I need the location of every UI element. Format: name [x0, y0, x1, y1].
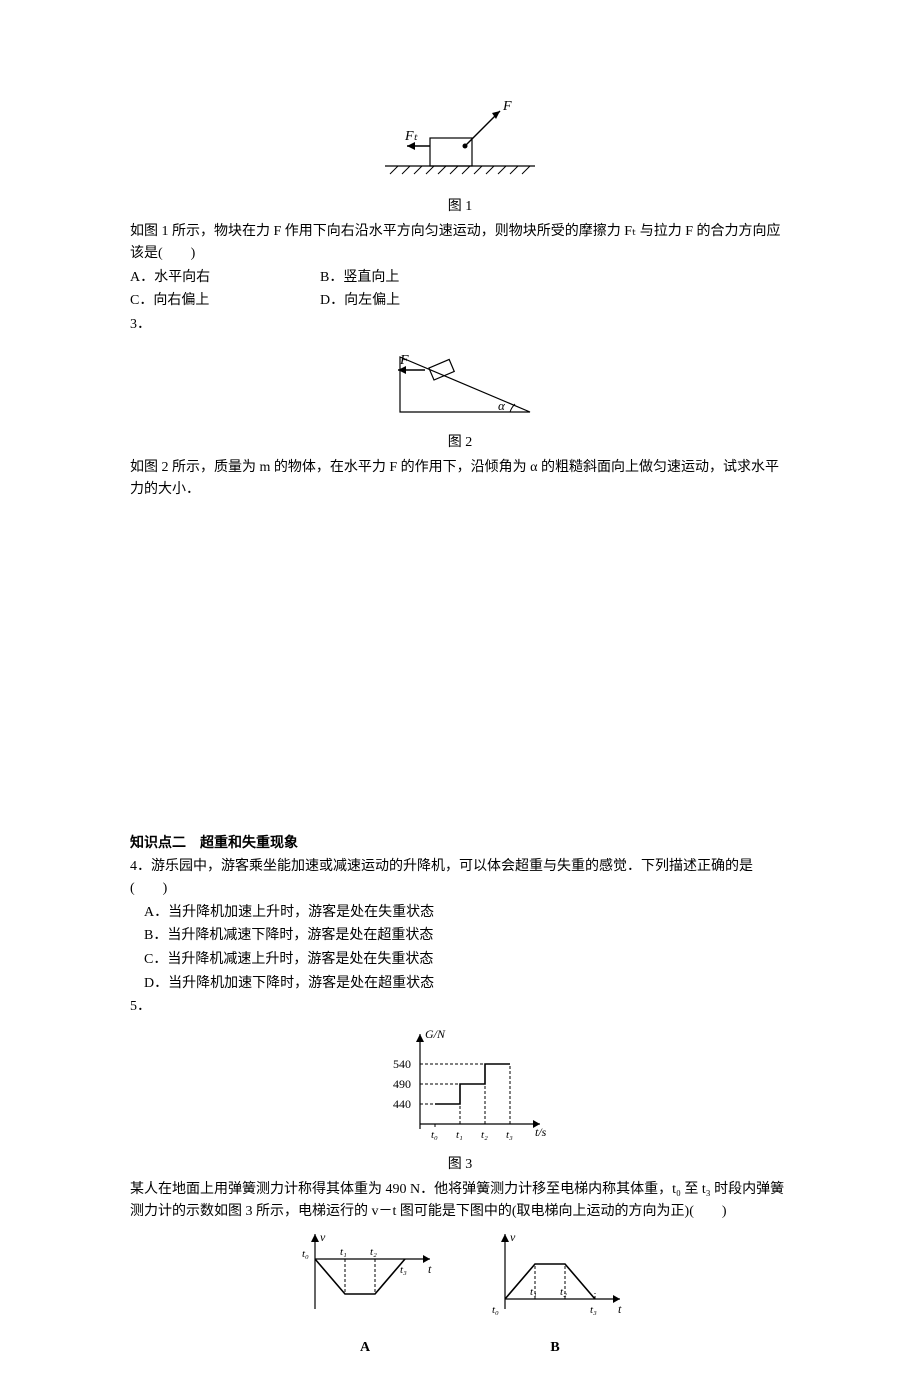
q5-optB-t2: t₂ — [560, 1286, 567, 1298]
q5-optA-ylabel: v — [320, 1230, 326, 1244]
q4-opt-C: C．当升降机减速上升时，游客是处在失重状态 — [130, 949, 790, 971]
q2-opt-A: A．水平向右 — [130, 267, 320, 289]
fig3-ytick-490: 490 — [393, 1077, 411, 1091]
fig3-xtick-t1: t₁ — [456, 1129, 463, 1141]
fig3-xlabel: t/s — [535, 1125, 547, 1139]
q5-optA-xlabel: t — [428, 1262, 432, 1276]
q5-optB-t3: t₃ — [590, 1304, 597, 1316]
q5-optB-label: B — [480, 1337, 630, 1359]
q5-num: 5． — [130, 996, 790, 1018]
fig2-caption: 图 2 — [130, 432, 790, 454]
q5-optB-fig: v t t₀ t₁ t₂ t₃ B — [480, 1229, 630, 1358]
fig1-caption: 图 1 — [130, 196, 790, 218]
fig3-xtick-t3: t₃ — [506, 1129, 513, 1141]
fig3-ylabel: G/N — [425, 1027, 446, 1041]
fig3-ytick-540: 540 — [393, 1057, 411, 1071]
section2-title: 知识点二 超重和失重现象 — [130, 833, 790, 855]
q2-stem: 如图 1 所示，物块在力 F 作用下向右沿水平方向匀速运动，则物块所受的摩擦力 … — [130, 221, 790, 264]
q3-num: 3． — [130, 314, 790, 336]
fig1: F Fₜ — [130, 96, 790, 194]
q5-optA-t3: t₃ — [400, 1264, 407, 1276]
q5-optB-ylabel: v — [510, 1230, 516, 1244]
q5-options-figs: v t t₀ t₁ t₂ t₃ A — [130, 1229, 790, 1358]
q4-opt-B: B．当升降机减速下降时，游客是处在超重状态 — [130, 925, 790, 947]
q5-optA-t0: t₀ — [302, 1248, 309, 1260]
q5-stem: 某人在地面上用弹簧测力计称得其体重为 490 N．他将弹簧测力计移至电梯内称其体… — [130, 1179, 790, 1222]
fig1-Ff-label: Fₜ — [404, 129, 419, 144]
fig2-F-label: F — [399, 353, 409, 368]
q4-opt-D: D．当升降机加速下降时，游客是处在超重状态 — [130, 973, 790, 995]
fig2-svg: α F — [370, 342, 550, 422]
q2-opt-C: C．向右偏上 — [130, 290, 320, 312]
q5-optA-t1: t₁ — [340, 1246, 347, 1258]
q5-optB-t1: t₁ — [530, 1286, 537, 1298]
q2-opt-B: B．竖直向上 — [320, 267, 510, 289]
fig3-svg: G/N t/s 540 490 440 t₀ t₁ t₂ t₃ — [365, 1024, 555, 1144]
q2-opt-D: D．向左偏上 — [320, 290, 510, 312]
fig3-xtick-t0: t₀ — [431, 1129, 438, 1141]
blank-space — [130, 503, 790, 833]
q3-stem: 如图 2 所示，质量为 m 的物体，在水平力 F 的作用下，沿倾角为 α 的粗糙… — [130, 457, 790, 500]
q5-optA-t2: t₂ — [370, 1246, 377, 1258]
q5-optB-t0: t₀ — [492, 1304, 499, 1316]
fig1-F-label: F — [502, 99, 512, 114]
q2-options-row1: A．水平向右 B．竖直向上 — [130, 267, 790, 289]
q5-optA-label: A — [290, 1337, 440, 1359]
q4-opt-A: A．当升降机加速上升时，游客是处在失重状态 — [130, 902, 790, 924]
fig2: α F — [130, 342, 790, 430]
q5-optA-fig: v t t₀ t₁ t₂ t₃ A — [290, 1229, 440, 1358]
fig3: G/N t/s 540 490 440 t₀ t₁ t₂ t₃ — [130, 1024, 790, 1152]
fig1-svg: F Fₜ — [375, 96, 545, 186]
page: F Fₜ 图 1 如图 1 所示，物块在力 F 作用下向右沿水平方向匀速运动，则… — [0, 0, 920, 1398]
q2-options-row2: C．向右偏上 D．向左偏上 — [130, 290, 790, 312]
fig3-xtick-t2: t₂ — [481, 1129, 488, 1141]
fig3-ytick-440: 440 — [393, 1097, 411, 1111]
fig2-alpha-label: α — [498, 398, 506, 413]
fig3-caption: 图 3 — [130, 1154, 790, 1176]
q4-stem: 4．游乐园中，游客乘坐能加速或减速运动的升降机，可以体会超重与失重的感觉．下列描… — [130, 856, 790, 899]
q5-optB-xlabel: t — [618, 1302, 622, 1316]
